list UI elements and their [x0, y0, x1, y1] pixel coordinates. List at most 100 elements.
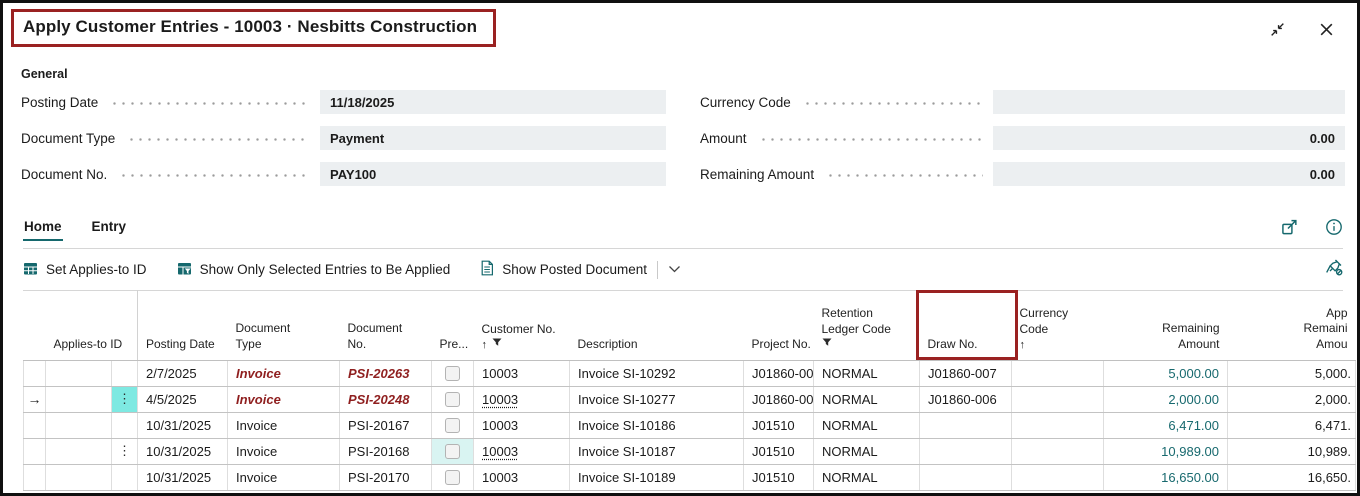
cell-remaining-amount[interactable]: 16,650.00 — [1103, 464, 1228, 491]
col-header-appln-remaining-amount[interactable]: App Remaini Amou — [1227, 290, 1356, 361]
customer-no-link[interactable]: 10003 — [482, 365, 519, 381]
document-no-value[interactable]: PAY100 — [320, 162, 666, 186]
cell-posting-date[interactable]: 10/31/2025 — [137, 412, 228, 439]
cell-retention-ledger-code[interactable]: NORMAL — [813, 412, 920, 439]
cell-draw-no[interactable]: J01860-006 — [919, 386, 1012, 413]
cell-appln-remaining-amount[interactable]: 16,650. — [1227, 464, 1356, 491]
cell-draw-no[interactable] — [919, 464, 1012, 491]
cell-currency-code[interactable] — [1011, 386, 1104, 413]
cell-customer-no[interactable]: 10003 — [473, 386, 570, 413]
cell-remaining-amount[interactable]: 2,000.00 — [1103, 386, 1228, 413]
cell-customer-no[interactable]: 10003 — [473, 412, 570, 439]
col-header-row-selector[interactable] — [23, 290, 46, 361]
row-selector-cell[interactable] — [23, 438, 46, 465]
cell-customer-no[interactable]: 10003 — [473, 464, 570, 491]
cell-currency-code[interactable] — [1011, 464, 1104, 491]
cell-posting-date[interactable]: 10/31/2025 — [137, 438, 228, 465]
cell-appln-remaining-amount[interactable]: 2,000. — [1227, 386, 1356, 413]
cell-posting-date[interactable]: 10/31/2025 — [137, 464, 228, 491]
cell-description[interactable]: Invoice SI-10277 — [569, 386, 744, 413]
cell-applies-to-id[interactable] — [45, 412, 112, 439]
cell-project-no[interactable]: J01510 — [743, 438, 814, 465]
cell-remaining-amount[interactable]: 6,471.00 — [1103, 412, 1228, 439]
cell-document-no[interactable]: PSI-20263 — [339, 360, 432, 387]
cell-prepayment[interactable] — [431, 438, 474, 465]
prepayment-checkbox[interactable] — [445, 366, 460, 382]
prepayment-checkbox[interactable] — [445, 418, 460, 434]
document-type-value[interactable]: Payment — [320, 126, 666, 150]
cell-currency-code[interactable] — [1011, 412, 1104, 439]
cell-currency-code[interactable] — [1011, 438, 1104, 465]
cell-remaining-amount[interactable]: 10,989.00 — [1103, 438, 1228, 465]
cell-document-type[interactable]: Invoice — [227, 464, 340, 491]
cell-project-no[interactable]: J01510 — [743, 464, 814, 491]
currency-code-value[interactable] — [993, 90, 1345, 114]
remaining-amount-link[interactable]: 5,000.00 — [1168, 365, 1219, 381]
collapse-window-icon[interactable] — [1267, 19, 1288, 40]
cell-document-type[interactable]: Invoice — [227, 360, 340, 387]
cell-description[interactable]: Invoice SI-10189 — [569, 464, 744, 491]
remaining-amount-link[interactable]: 6,471.00 — [1168, 417, 1219, 433]
row-selector-cell[interactable] — [23, 360, 46, 387]
cell-prepayment[interactable] — [431, 360, 474, 387]
col-header-project-no[interactable]: Project No. — [743, 290, 814, 361]
row-menu-cell[interactable] — [111, 412, 138, 439]
remaining-amount-link[interactable]: 10,989.00 — [1161, 443, 1219, 459]
col-header-description[interactable]: Description — [569, 290, 744, 361]
chevron-down-icon[interactable] — [668, 265, 681, 274]
row-menu-cell[interactable] — [111, 360, 138, 387]
show-only-selected-entries-button[interactable]: Show Only Selected Entries to Be Applied — [177, 261, 450, 279]
customer-no-link[interactable]: 10003 — [482, 469, 519, 485]
cell-applies-to-id[interactable] — [45, 464, 112, 491]
customer-no-link[interactable]: 10003 — [482, 443, 519, 459]
cell-posting-date[interactable]: 2/7/2025 — [137, 360, 228, 387]
cell-applies-to-id[interactable] — [45, 438, 112, 465]
share-icon[interactable] — [1281, 218, 1299, 236]
cell-document-no[interactable]: PSI-20248 — [339, 386, 432, 413]
cell-posting-date[interactable]: 4/5/2025 — [137, 386, 228, 413]
tab-entry[interactable]: Entry — [91, 216, 128, 239]
col-header-customer-no[interactable]: Customer No. ↑ — [473, 290, 570, 361]
unpin-icon[interactable] — [1325, 258, 1343, 276]
col-header-prepayment[interactable]: Pre... — [431, 290, 474, 361]
cell-retention-ledger-code[interactable]: NORMAL — [813, 386, 920, 413]
cell-project-no[interactable]: J01510 — [743, 412, 814, 439]
cell-document-no[interactable]: PSI-20167 — [339, 412, 432, 439]
cell-document-type[interactable]: Invoice — [227, 412, 340, 439]
row-menu-cell[interactable]: ⋮ — [111, 438, 138, 465]
prepayment-checkbox[interactable] — [445, 470, 460, 486]
cell-document-no[interactable]: PSI-20170 — [339, 464, 432, 491]
cell-applies-to-id[interactable] — [45, 360, 112, 387]
row-selector-cell[interactable]: → — [23, 386, 46, 413]
prepayment-checkbox[interactable] — [445, 392, 460, 408]
cell-appln-remaining-amount[interactable]: 10,989. — [1227, 438, 1356, 465]
info-icon[interactable] — [1325, 218, 1343, 236]
cell-customer-no[interactable]: 10003 — [473, 360, 570, 387]
cell-retention-ledger-code[interactable]: NORMAL — [813, 360, 920, 387]
tab-home[interactable]: Home — [23, 216, 63, 241]
cell-prepayment[interactable] — [431, 386, 474, 413]
col-header-document-type[interactable]: Document Type — [227, 290, 340, 361]
cell-retention-ledger-code[interactable]: NORMAL — [813, 438, 920, 465]
row-menu-cell[interactable] — [111, 464, 138, 491]
cell-document-type[interactable]: Invoice — [227, 386, 340, 413]
cell-appln-remaining-amount[interactable]: 6,471. — [1227, 412, 1356, 439]
cell-remaining-amount[interactable]: 5,000.00 — [1103, 360, 1228, 387]
col-header-applies-to-id[interactable]: Applies-to ID — [45, 290, 122, 361]
cell-prepayment[interactable] — [431, 464, 474, 491]
cell-description[interactable]: Invoice SI-10186 — [569, 412, 744, 439]
prepayment-checkbox[interactable] — [445, 444, 460, 460]
amount-value[interactable]: 0.00 — [993, 126, 1345, 150]
cell-document-type[interactable]: Invoice — [227, 438, 340, 465]
show-posted-document-button[interactable]: Show Posted Document — [480, 260, 647, 279]
col-header-document-no[interactable]: Document No. — [339, 290, 432, 361]
set-applies-to-id-button[interactable]: Set Applies-to ID — [23, 261, 147, 279]
cell-description[interactable]: Invoice SI-10187 — [569, 438, 744, 465]
cell-customer-no[interactable]: 10003 — [473, 438, 570, 465]
row-selector-cell[interactable] — [23, 412, 46, 439]
cell-description[interactable]: Invoice SI-10292 — [569, 360, 744, 387]
cell-project-no[interactable]: J01860-00... — [743, 360, 814, 387]
customer-no-link[interactable]: 10003 — [482, 417, 519, 433]
cell-applies-to-id[interactable] — [45, 386, 112, 413]
remaining-amount-value[interactable]: 0.00 — [993, 162, 1345, 186]
